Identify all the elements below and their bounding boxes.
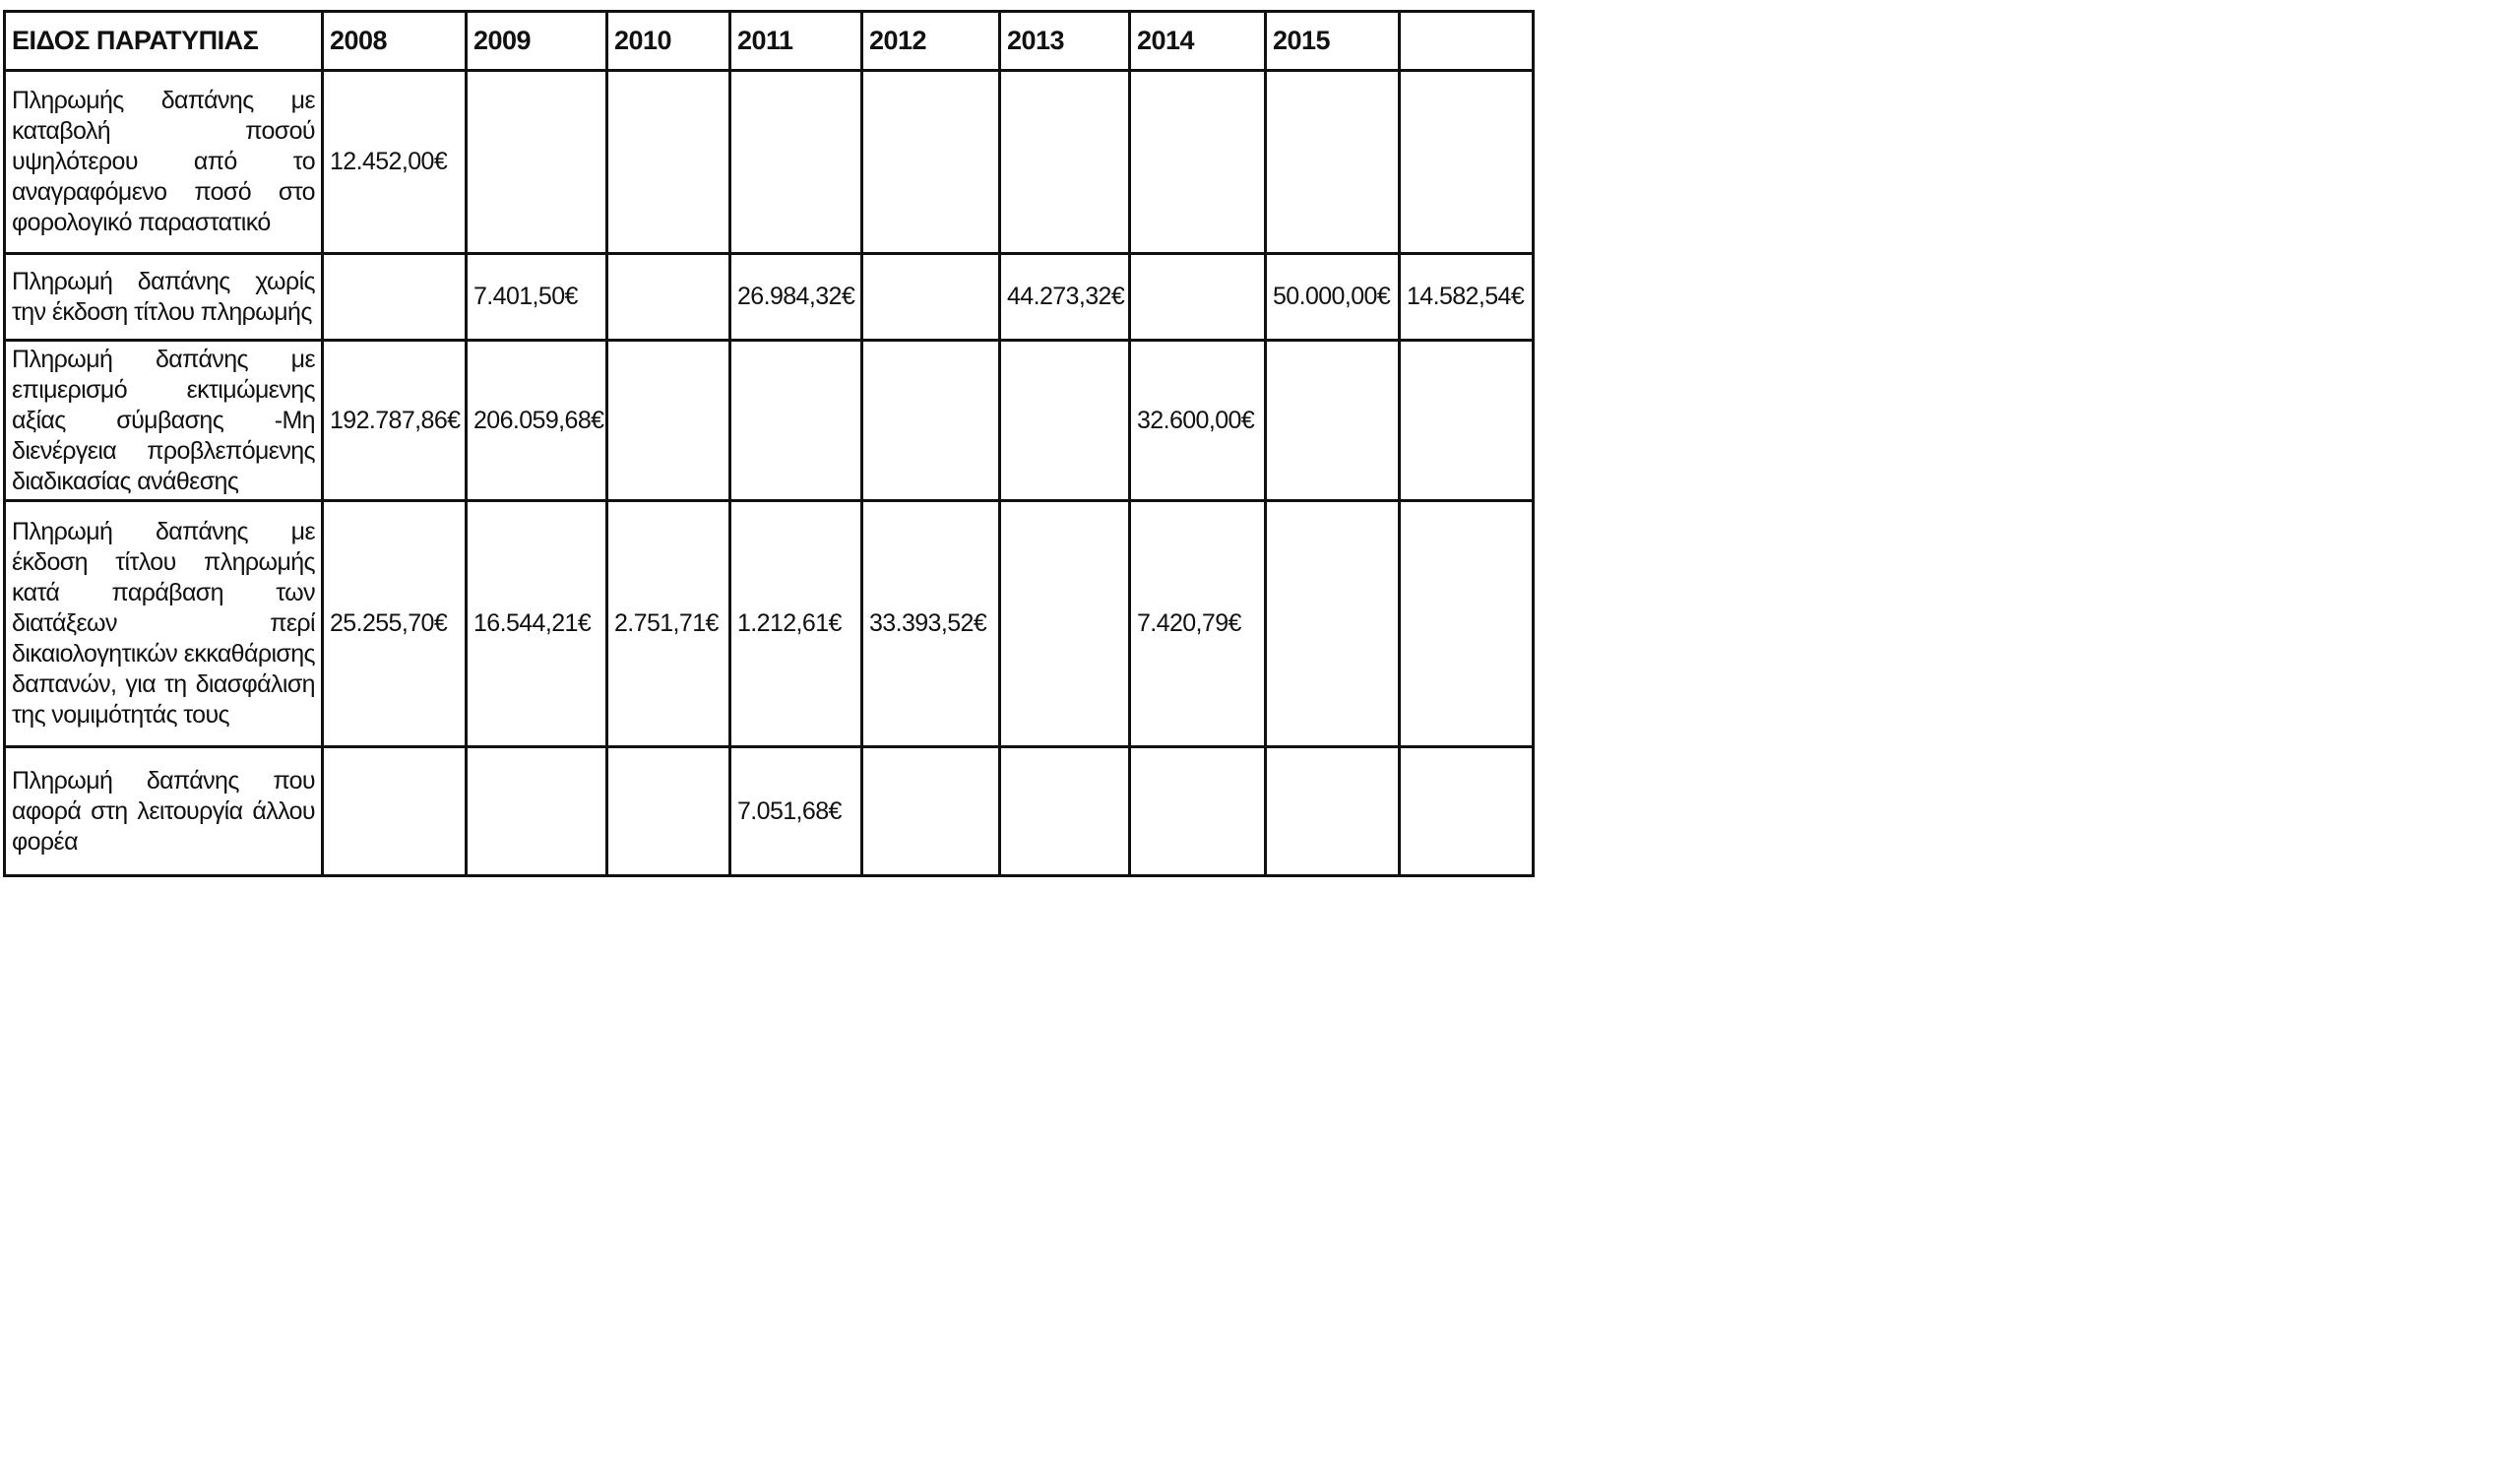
value-cell: 25.255,70€ (321, 499, 468, 748)
header-year-2012: 2012 (860, 10, 1001, 72)
value-cell (321, 252, 468, 342)
value-cell: 16.544,21€ (465, 499, 608, 748)
irregularities-table: ΕΙΔΟΣ ΠΑΡΑΤΥΠΙΑΣ 2008 2009 2010 2011 201… (3, 10, 1535, 877)
value-cell: 33.393,52€ (860, 499, 1001, 748)
header-year-2009: 2009 (465, 10, 608, 72)
irregularity-type-cell: Πληρωμή δαπάνης χωρίς την έκδοση τίτλου … (3, 252, 324, 342)
table-row: Πληρωμή δαπάνης χωρίς την έκδοση τίτλου … (3, 252, 1535, 342)
header-year-2011: 2011 (728, 10, 863, 72)
value-cell: 192.787,86€ (321, 339, 468, 502)
value-cell (465, 69, 608, 255)
value-cell: 2.751,71€ (605, 499, 731, 748)
value-cell (1398, 499, 1535, 748)
value-cell (465, 745, 608, 877)
value-cell (605, 339, 731, 502)
value-cell: 26.984,32€ (728, 252, 863, 342)
value-cell: 7.051,68€ (728, 745, 863, 877)
value-cell: 32.600,00€ (1128, 339, 1267, 502)
value-cell (860, 339, 1001, 502)
table-row: Πληρωμής δαπάνης με καταβολή ποσού υψηλό… (3, 69, 1535, 255)
value-cell (605, 745, 731, 877)
value-cell (1398, 745, 1535, 877)
value-cell (1264, 339, 1401, 502)
value-cell: 7.401,50€ (465, 252, 608, 342)
value-cell: 50.000,00€ (1264, 252, 1401, 342)
value-cell (1128, 69, 1267, 255)
header-year-2008: 2008 (321, 10, 468, 72)
header-row: ΕΙΔΟΣ ΠΑΡΑΤΥΠΙΑΣ 2008 2009 2010 2011 201… (3, 10, 1535, 72)
value-cell (1398, 69, 1535, 255)
value-cell (998, 339, 1131, 502)
header-year-2014: 2014 (1128, 10, 1267, 72)
table-row: Πληρωμή δαπάνης με επιμερισμό εκτιμώμενη… (3, 339, 1535, 502)
value-cell (1264, 499, 1401, 748)
value-cell (998, 69, 1131, 255)
value-cell: 44.273,32€ (998, 252, 1131, 342)
header-type: ΕΙΔΟΣ ΠΑΡΑΤΥΠΙΑΣ (3, 10, 324, 72)
value-cell: 1.212,61€ (728, 499, 863, 748)
value-cell (860, 745, 1001, 877)
value-cell (860, 69, 1001, 255)
header-year-2013: 2013 (998, 10, 1131, 72)
value-cell (860, 252, 1001, 342)
value-cell (605, 69, 731, 255)
header-year-2015: 2015 (1264, 10, 1401, 72)
value-cell (728, 69, 863, 255)
irregularities-table-container: ΕΙΔΟΣ ΠΑΡΑΤΥΠΙΑΣ 2008 2009 2010 2011 201… (3, 10, 1535, 877)
value-cell (998, 499, 1131, 748)
table-row: Πληρωμή δαπάνης που αφορά στη λειτουργία… (3, 745, 1535, 877)
value-cell (605, 252, 731, 342)
value-cell: 7.420,79€ (1128, 499, 1267, 748)
header-year-2010: 2010 (605, 10, 731, 72)
value-cell (1398, 339, 1535, 502)
table-row: Πληρωμή δαπάνης με έκδοση τίτλου πληρωμή… (3, 499, 1535, 748)
value-cell: 12.452,00€ (321, 69, 468, 255)
value-cell (321, 745, 468, 877)
irregularity-type-cell: Πληρωμή δαπάνης με επιμερισμό εκτιμώμενη… (3, 339, 324, 502)
value-cell (1264, 745, 1401, 877)
value-cell (1128, 252, 1267, 342)
irregularity-type-cell: Πληρωμή δαπάνης που αφορά στη λειτουργία… (3, 745, 324, 877)
value-cell (998, 745, 1131, 877)
value-cell (1128, 745, 1267, 877)
value-cell (1264, 69, 1401, 255)
irregularity-type-cell: Πληρωμής δαπάνης με καταβολή ποσού υψηλό… (3, 69, 324, 255)
value-cell: 14.582,54€ (1398, 252, 1535, 342)
header-extra (1398, 10, 1535, 72)
value-cell: 206.059,68€ (465, 339, 608, 502)
irregularity-type-cell: Πληρωμή δαπάνης με έκδοση τίτλου πληρωμή… (3, 499, 324, 748)
value-cell (728, 339, 863, 502)
